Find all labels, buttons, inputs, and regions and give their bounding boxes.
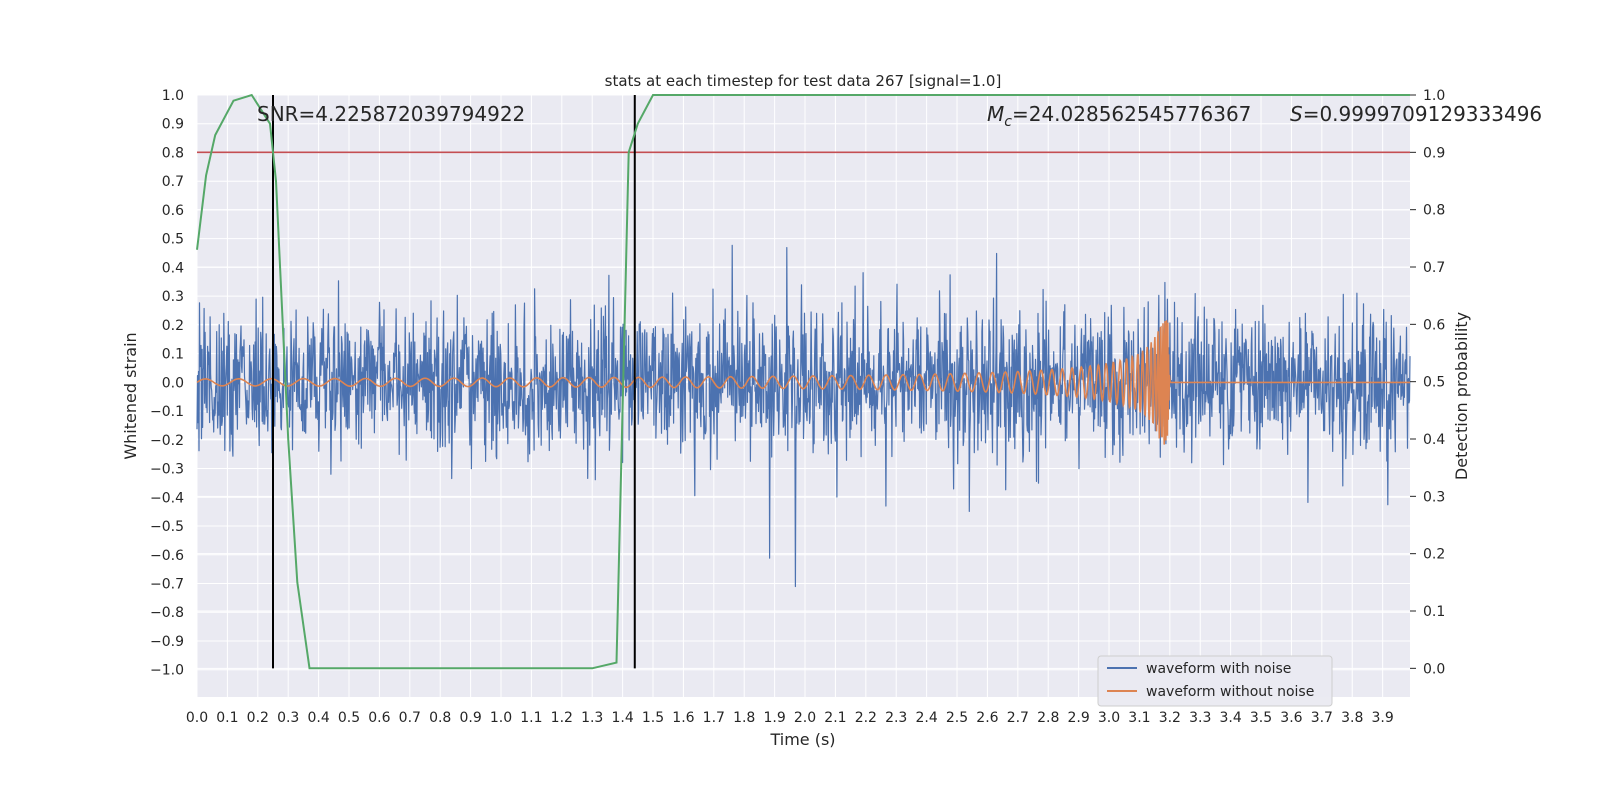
x-tick-label: 3.2 xyxy=(1159,710,1181,726)
y-tick-label-left: −0.6 xyxy=(150,548,184,564)
x-tick-label: 1.8 xyxy=(733,710,755,726)
x-tick-label: 2.2 xyxy=(855,710,877,726)
y-tick-label-left: 0.7 xyxy=(162,174,184,190)
x-tick-label: 3.3 xyxy=(1189,710,1211,726)
x-tick-label: 0.1 xyxy=(216,710,238,726)
noise-line xyxy=(196,244,1411,588)
y-tick-label-right: 0.8 xyxy=(1423,203,1445,219)
y-tick-label-left: 0.6 xyxy=(162,203,184,219)
x-tick-label: 2.1 xyxy=(824,710,846,726)
y-tick-label-left: 0.3 xyxy=(162,289,184,305)
y-tick-label-left: −0.8 xyxy=(150,605,184,621)
x-tick-label: 0.7 xyxy=(399,710,421,726)
x-tick-label: 3.6 xyxy=(1280,710,1302,726)
x-tick-label: 3.7 xyxy=(1311,710,1333,726)
y-tick-label-right: 0.4 xyxy=(1423,432,1445,448)
x-tick-label: 3.0 xyxy=(1098,710,1120,726)
y-tick-label-left: −0.4 xyxy=(150,490,184,506)
y-tick-label-left: 0.2 xyxy=(162,318,184,334)
detection-overlay xyxy=(196,93,1410,670)
y-tick-label-right: 1.0 xyxy=(1423,88,1445,104)
x-tick-label: 2.6 xyxy=(976,710,998,726)
x-tick-label: 0.6 xyxy=(368,710,390,726)
y-tick-label-left: 0.5 xyxy=(162,232,184,248)
y-tick-label-left: −0.5 xyxy=(150,519,184,535)
y-tick-labels-left: 1.0 0.9 0.8 0.7 0.6 0.5 0.4 0.3 0.2 0.1 0.0 −0.1 −0.… xyxy=(150,88,184,679)
y-tick-labels-right: 1.0 0.9 0.8 0.7 0.6 0.5 0.4 0.3 0.2 0.1 0.0 xyxy=(1410,88,1445,677)
x-tick-label: 1.1 xyxy=(520,710,542,726)
legend-box xyxy=(1097,655,1333,707)
y-tick-label-left: −0.1 xyxy=(150,404,184,420)
y-tick-label-left: 0.1 xyxy=(162,347,184,363)
x-tick-label: 1.7 xyxy=(703,710,725,726)
x-tick-label: 0.2 xyxy=(247,710,269,726)
y-tick-label-right: 0.9 xyxy=(1423,145,1445,161)
y-tick-label-right: 0.6 xyxy=(1423,317,1445,333)
x-tick-label: 1.2 xyxy=(551,710,573,726)
x-tick-label: 3.5 xyxy=(1250,710,1272,726)
series-waveform-without-noise xyxy=(196,320,1410,445)
y-tick-label-right: 0.3 xyxy=(1423,489,1445,505)
y-axis-label-right: Detection probability xyxy=(1452,312,1471,480)
detection-probability-line xyxy=(196,93,1410,670)
x-tick-label: 1.4 xyxy=(611,710,633,726)
y-tick-label-right: 0.1 xyxy=(1423,604,1445,620)
x-tick-label: 1.9 xyxy=(763,710,785,726)
legend: waveform with noise waveform without noi… xyxy=(1097,655,1333,707)
x-tick-label: 2.4 xyxy=(915,710,937,726)
y-tick-label-left: −0.3 xyxy=(150,462,184,478)
legend-label-clean: waveform without noise xyxy=(1146,684,1314,700)
x-axis-label: Time (s) xyxy=(769,730,835,749)
x-tick-label: 2.0 xyxy=(794,710,816,726)
x-tick-label: 0.4 xyxy=(307,710,329,726)
y-tick-label-left: −0.2 xyxy=(150,433,184,449)
legend-label-noise: waveform with noise xyxy=(1146,661,1291,677)
y-tick-label-left: 0.8 xyxy=(162,145,184,161)
x-tick-label: 0.3 xyxy=(277,710,299,726)
chirp-mass-annotation: Mc=24.028562545776367 xyxy=(987,102,1251,130)
x-tick-label: 2.7 xyxy=(1007,710,1029,726)
y-axis-label-left: Whitened strain xyxy=(121,332,140,459)
x-tick-label: 3.9 xyxy=(1372,710,1394,726)
y-tick-label-left: −1.0 xyxy=(150,663,184,679)
y-tick-label-left: 0.0 xyxy=(162,375,184,391)
y-tick-label-left: −0.7 xyxy=(150,576,184,592)
y-tick-label-right: 0.5 xyxy=(1423,375,1445,391)
x-tick-label: 0.5 xyxy=(338,710,360,726)
x-tick-label: 2.3 xyxy=(885,710,907,726)
y-tick-label-left: −0.9 xyxy=(150,634,184,650)
x-tick-label: 3.8 xyxy=(1341,710,1363,726)
y-tick-label-left: 0.4 xyxy=(162,260,184,276)
x-tick-label: 1.6 xyxy=(672,710,694,726)
x-tick-label: 3.1 xyxy=(1128,710,1150,726)
x-tick-label: 2.9 xyxy=(1067,710,1089,726)
y-tick-label-right: 0.0 xyxy=(1423,661,1445,677)
x-tick-label: 0.8 xyxy=(429,710,451,726)
x-tick-labels: 0.0 0.1 0.2 0.3 0.4 0.5 0.6 0.7 0.8 0.9 1.0 1.1 1.2 1… xyxy=(186,710,1394,726)
x-tick-label: 3.4 xyxy=(1220,710,1242,726)
x-tick-label: 0.0 xyxy=(186,710,208,726)
score-annotation: S=0.9999709129333496 xyxy=(1290,102,1542,126)
y-tick-label-right: 0.7 xyxy=(1423,260,1445,276)
x-tick-label: 1.5 xyxy=(642,710,664,726)
y-tick-label-left: 0.9 xyxy=(162,117,184,133)
clean-line xyxy=(196,320,1410,445)
x-tick-label: 2.8 xyxy=(1037,710,1059,726)
chart-title: stats at each timestep for test data 267… xyxy=(605,72,1002,90)
x-tick-label: 2.5 xyxy=(946,710,968,726)
x-tick-label: 0.9 xyxy=(459,710,481,726)
y-tick-label-right: 0.2 xyxy=(1423,547,1445,563)
x-tick-label: 1.3 xyxy=(581,710,603,726)
x-tick-label: 1.0 xyxy=(490,710,512,726)
series-waveform-with-noise xyxy=(196,244,1411,588)
snr-annotation: SNR=4.225872039794922 xyxy=(257,102,525,126)
y-tick-label-left: 1.0 xyxy=(162,88,184,104)
